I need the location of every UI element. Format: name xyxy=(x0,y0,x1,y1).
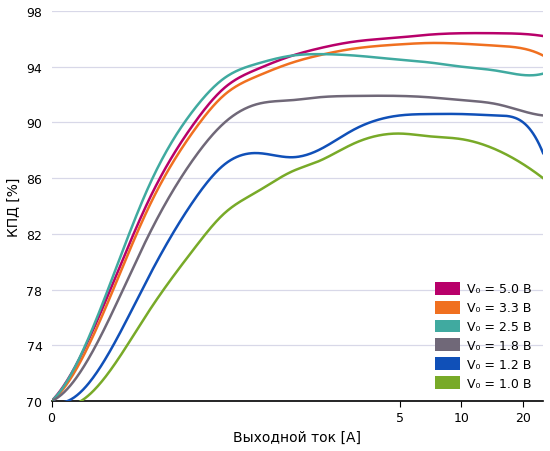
Legend: V₀ = 5.0 В, V₀ = 3.3 В, V₀ = 2.5 В, V₀ = 1.8 В, V₀ = 1.2 В, V₀ = 1.0 В: V₀ = 5.0 В, V₀ = 3.3 В, V₀ = 2.5 В, V₀ =… xyxy=(430,277,537,395)
Y-axis label: КПД [%]: КПД [%] xyxy=(7,177,21,236)
X-axis label: Выходной ток [А]: Выходной ток [А] xyxy=(233,430,361,444)
